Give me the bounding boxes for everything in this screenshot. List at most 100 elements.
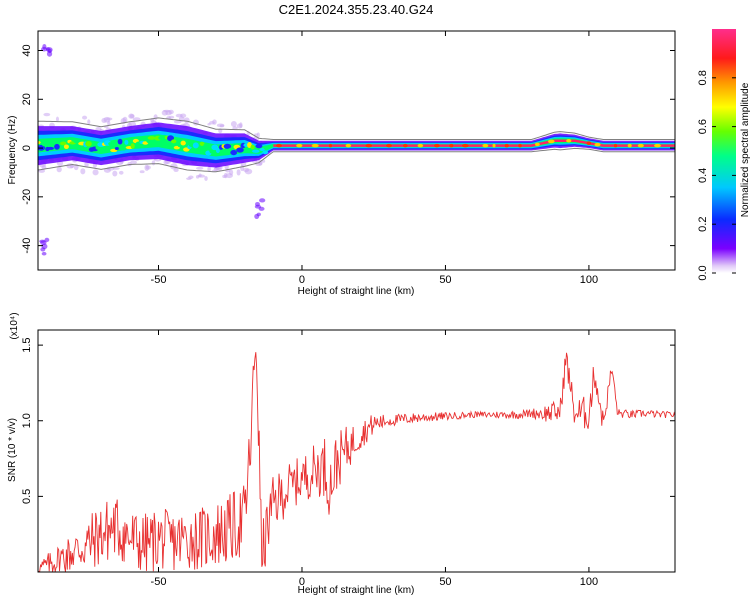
spectrogram-fringe-blob	[222, 174, 227, 179]
spectrogram-panel: -50 0 50 100 40 20 0 -20 -40 Height of straight…	[7, 30, 676, 297]
spectrogram-fringe-blob	[132, 117, 141, 122]
spectrogram-core-blob	[203, 143, 208, 150]
spectrogram-fringe-blob	[188, 175, 194, 179]
spectrogram-hot-spot	[462, 143, 469, 148]
spectrogram-outlier	[40, 247, 46, 252]
spectrogram-outlier	[47, 48, 52, 54]
spectrogram-core-blob	[167, 135, 175, 142]
spectrogram-y-tick-label: 0	[21, 145, 33, 151]
spectrogram-outlier	[41, 251, 47, 256]
spectrogram-fringe-blob	[118, 170, 124, 175]
spectrogram-core-blob	[47, 146, 54, 150]
spectrogram-fringe-blob	[56, 166, 62, 173]
snr-scale-label: (x10⁴)	[9, 312, 20, 339]
spectrogram-hot-spot	[627, 143, 632, 148]
spectrogram-core-blob	[259, 148, 265, 152]
spectrogram-fringe-blob	[87, 119, 91, 125]
spectrogram-fringe-blob	[197, 174, 206, 178]
spectrogram-hot-spot	[613, 143, 618, 148]
spectrogram-hot-spot	[654, 143, 661, 148]
spectrogram-y-tick-label: 20	[21, 93, 33, 105]
spectrogram-hot-spot	[311, 143, 319, 148]
spectrogram-fringe-blob	[212, 119, 217, 125]
spectrogram-fringe-blob	[207, 166, 211, 172]
spectrogram-hot-spot	[504, 143, 509, 148]
spectrogram-core-blob	[50, 137, 58, 143]
colorbar: 0.0 0.2 0.4 0.6 0.8 Normalized spectral ampl…	[697, 29, 750, 281]
spectrogram-hot-spot	[434, 143, 440, 148]
spectrogram-core-line	[273, 139, 675, 147]
spectrogram-fringe-blob	[82, 115, 88, 120]
spectrogram-core-blob	[250, 144, 255, 150]
spectrogram-core-blob	[151, 141, 159, 145]
spectrogram-core-blob	[73, 138, 79, 144]
spectrogram-hot-spot	[518, 143, 522, 148]
spectrogram-core-blob	[147, 136, 156, 140]
spectrogram-core-blob	[230, 149, 238, 156]
spectrogram-fringe-blob	[151, 160, 156, 166]
colorbar-tick-label: 0.0	[697, 265, 709, 280]
spectrogram-fringe-blob	[145, 165, 151, 170]
spectrogram-x-ticks: -50 0 50 100	[151, 31, 598, 286]
spectrogram-fringe-blob	[55, 116, 60, 122]
spectrogram-hot-spot	[296, 143, 303, 148]
spectrogram-core-blob	[38, 140, 41, 145]
snr-layer	[38, 352, 675, 572]
spectrogram-core-blob	[63, 144, 69, 149]
spectrogram-core-blob	[117, 138, 123, 145]
spectrogram-fringe-blob	[236, 123, 243, 129]
spectrogram-fringe-blob	[244, 168, 253, 175]
spectrogram-fringe-blob	[261, 159, 266, 163]
spectrogram-fringe-blob	[112, 170, 118, 177]
spectrogram-y-ticks: 40 20 0 -20 -40	[21, 44, 675, 254]
spectrogram-outlier	[255, 201, 260, 207]
spectrogram-fringe-blob	[122, 116, 128, 123]
snr-x-tick-label: -50	[151, 576, 167, 588]
snr-x-tick-label: 0	[299, 576, 305, 588]
spectrogram-hot-spot	[594, 142, 601, 147]
spectrogram-hot-spot	[566, 138, 572, 143]
snr-y-tick-label: 1.0	[21, 413, 33, 428]
spectrogram-fringe-blob	[112, 167, 120, 170]
spectrogram-fringe-blob	[195, 166, 204, 170]
spectrogram-fringe-blob	[204, 176, 208, 181]
spectrogram-core-blob	[236, 147, 244, 153]
snr-x-tick-label: 50	[439, 576, 451, 588]
snr-x-tick-label: 100	[580, 576, 598, 588]
chart-title: C2E1.2024.355.23.40.G24	[279, 2, 434, 17]
spectrogram-hot-spot	[482, 143, 489, 148]
spectrogram-fringe-blob	[153, 114, 158, 121]
spectrogram-fringe-blob	[256, 132, 260, 139]
spectrogram-core-blob	[223, 143, 232, 149]
spectrogram-fringe-blob	[130, 160, 137, 165]
spectrogram-fringe-blob	[225, 173, 233, 179]
spectrogram-hot-spot	[276, 143, 282, 148]
spectrogram-fringe-blob	[236, 169, 241, 176]
spectrogram-outlier	[44, 237, 50, 243]
spectrogram-x-tick-label: 50	[439, 274, 451, 286]
spectrogram-fringe-blob	[80, 168, 86, 175]
spectrogram-layer	[38, 43, 675, 256]
colorbar-tick-label: 0.4	[697, 168, 709, 183]
spectrogram-x-tick-label: 0	[299, 274, 305, 286]
spectrogram-fringe-blob	[230, 120, 237, 127]
spectrogram-core-blob	[215, 147, 220, 154]
spectrogram-core-blob	[42, 143, 47, 147]
spectrogram-fringe-blob	[173, 168, 179, 173]
spectrogram-band-outline	[38, 117, 675, 173]
spectrogram-y-tick-label: 40	[21, 44, 33, 56]
spectrogram-core-blob	[119, 147, 127, 151]
spectrogram-fringe-blob	[173, 120, 182, 124]
spectrogram-outlier	[258, 206, 265, 211]
spectrogram-y-label: Frequency (Hz)	[7, 116, 18, 185]
colorbar-label: Normalized spectral amplitude	[740, 82, 750, 217]
spectrogram-hot-spot	[386, 143, 392, 148]
snr-x-ticks: -50 0 50 100	[151, 330, 598, 588]
snr-y-label: SNR (10 * v/v)	[7, 418, 18, 482]
spectrogram-fringe-blob	[170, 163, 178, 170]
spectrogram-fringe-blob	[106, 117, 113, 121]
spectrogram-outlier	[259, 198, 266, 203]
snr-y-tick-label: 1.5	[21, 337, 33, 352]
spectrogram-hot-spot	[417, 143, 424, 148]
spectrogram-core-blob	[255, 144, 263, 149]
